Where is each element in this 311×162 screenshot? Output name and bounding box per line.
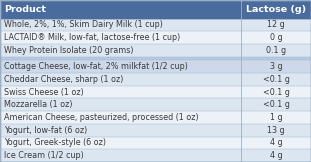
- Text: <0.1 g: <0.1 g: [262, 100, 290, 109]
- Text: Whey Protein Isolate (20 grams): Whey Protein Isolate (20 grams): [4, 46, 133, 55]
- Bar: [0, 98, 311, 111]
- Text: 4 g: 4 g: [270, 151, 282, 160]
- Text: Ice Cream (1/2 cup): Ice Cream (1/2 cup): [4, 151, 83, 160]
- Text: 3 g: 3 g: [270, 62, 282, 71]
- Text: Swiss Cheese (1 oz): Swiss Cheese (1 oz): [4, 88, 83, 97]
- Text: <0.1 g: <0.1 g: [262, 88, 290, 97]
- Text: Product: Product: [4, 5, 46, 14]
- Text: Cottage Cheese, low-fat, 2% milkfat (1/2 cup): Cottage Cheese, low-fat, 2% milkfat (1/2…: [4, 62, 188, 71]
- Text: Mozzarella (1 oz): Mozzarella (1 oz): [4, 100, 72, 109]
- Bar: [0, 31, 311, 44]
- Text: Whole, 2%, 1%, Skim Dairy Milk (1 cup): Whole, 2%, 1%, Skim Dairy Milk (1 cup): [4, 20, 163, 29]
- Text: <0.1 g: <0.1 g: [262, 75, 290, 84]
- Text: LACTAID® Milk, low-fat, lactose-free (1 cup): LACTAID® Milk, low-fat, lactose-free (1 …: [4, 33, 180, 42]
- Text: 0.1 g: 0.1 g: [266, 46, 286, 55]
- Bar: [0, 73, 311, 86]
- Bar: [0, 60, 311, 73]
- Bar: [0, 86, 311, 98]
- Bar: [0, 111, 311, 124]
- Text: American Cheese, pasteurized, processed (1 oz): American Cheese, pasteurized, processed …: [4, 113, 198, 122]
- Bar: [0, 44, 311, 57]
- Text: Lactose (g): Lactose (g): [246, 5, 306, 14]
- Text: 0 g: 0 g: [270, 33, 282, 42]
- Text: Cheddar Cheese, sharp (1 oz): Cheddar Cheese, sharp (1 oz): [4, 75, 123, 84]
- Text: Yogurt, Greek-style (6 oz): Yogurt, Greek-style (6 oz): [4, 139, 106, 147]
- Text: Yogurt, low-fat (6 oz): Yogurt, low-fat (6 oz): [4, 126, 87, 135]
- Bar: [0, 57, 311, 60]
- Bar: [0, 149, 311, 162]
- Bar: [0, 124, 311, 137]
- Text: 4 g: 4 g: [270, 139, 282, 147]
- Text: 12 g: 12 g: [267, 20, 285, 29]
- Text: 1 g: 1 g: [270, 113, 282, 122]
- Bar: [0, 0, 311, 19]
- Text: 13 g: 13 g: [267, 126, 285, 135]
- Bar: [0, 137, 311, 149]
- Bar: [0, 19, 311, 31]
